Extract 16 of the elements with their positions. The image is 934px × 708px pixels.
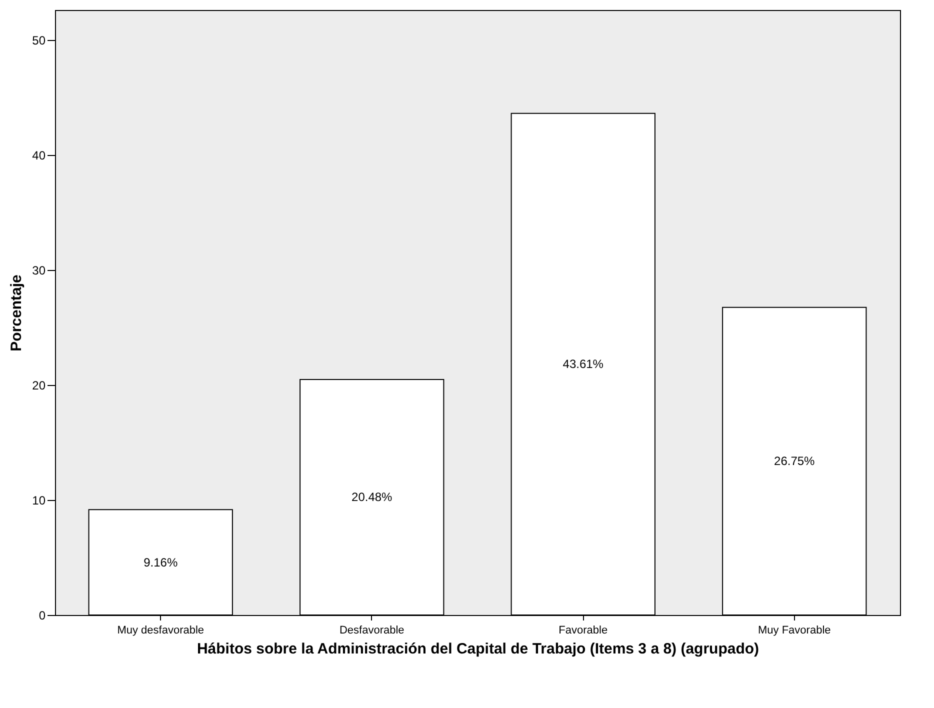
y-tick-label: 50 xyxy=(32,33,46,48)
x-tick-label: Favorable xyxy=(558,624,608,636)
x-axis-title: Hábitos sobre la Administración del Capital de Trabajo (Items 3 a 8) (agrupado) xyxy=(196,640,760,658)
x-tick-label: Muy desfavorable xyxy=(117,624,204,636)
y-tick-label: 30 xyxy=(32,263,46,278)
data-label: 9.16% xyxy=(144,555,178,570)
y-tick-label: 40 xyxy=(32,148,46,162)
y-tick-label: 20 xyxy=(32,378,46,392)
y-tick-label: 10 xyxy=(32,493,46,508)
y-axis-title: Porcentaje xyxy=(8,274,26,352)
data-label: 43.61% xyxy=(562,357,604,372)
y-tick-label: 0 xyxy=(38,608,46,622)
x-tick-label: Desfavorable xyxy=(339,624,404,636)
data-label: 20.48% xyxy=(352,490,393,504)
data-label: 26.75% xyxy=(774,454,816,468)
x-tick-label: Muy Favorable xyxy=(758,624,831,636)
